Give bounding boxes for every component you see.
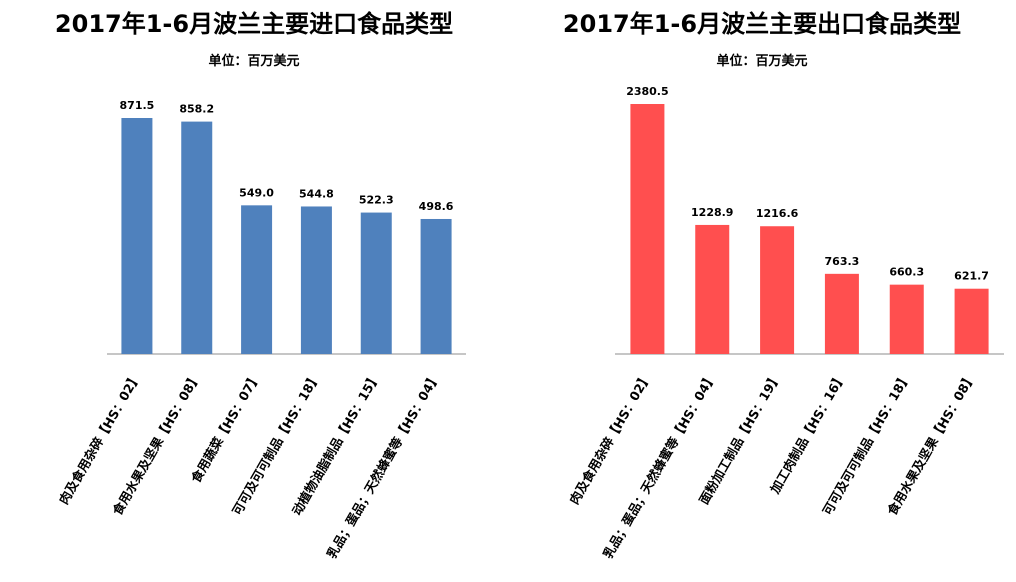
export-bar bbox=[824, 273, 859, 354]
import-bar bbox=[241, 205, 273, 354]
export-bar bbox=[695, 224, 730, 354]
import-chart-unit: 单位：百万美元 bbox=[208, 54, 300, 69]
import-bar bbox=[121, 118, 153, 354]
export-value-label: 2380.5 bbox=[626, 85, 668, 98]
import-value-label: 871.5 bbox=[120, 99, 155, 112]
import-bar bbox=[420, 218, 452, 354]
import-value-label: 544.8 bbox=[299, 187, 334, 200]
export-value-label: 1216.6 bbox=[756, 207, 799, 220]
import-value-label: 858.2 bbox=[179, 103, 214, 116]
export-category-label: 加工肉制品【HS：16】 bbox=[767, 370, 849, 497]
import-value-label: 549.0 bbox=[239, 186, 274, 199]
export-chart-panel: 2017年1-6月波兰主要出口食品类型 单位：百万美元 2380.5 肉及食用杂碎… bbox=[508, 0, 1016, 582]
import-chart-panel: 2017年1-6月波兰主要进口食品类型 单位：百万美元 871.5 肉及食用杂碎【… bbox=[54, 10, 466, 561]
import-bar bbox=[181, 121, 213, 354]
export-value-label: 763.3 bbox=[825, 255, 860, 268]
import-category-label: 乳品；蛋品；天然蜂蜜等【HS：04】 bbox=[324, 370, 443, 561]
export-chart-title: 2017年1-6月波兰主要出口食品类型 bbox=[562, 10, 962, 38]
import-bar-chart: 871.5肉及食用杂碎【HS：02】858.2食用水果及坚果【HS：08】549… bbox=[56, 99, 466, 561]
export-bar bbox=[630, 104, 665, 354]
export-value-label: 621.7 bbox=[954, 270, 989, 283]
import-bar bbox=[360, 212, 392, 354]
export-category-label: 乳品；蛋品；天然蜂蜜等【HS：04】 bbox=[600, 370, 719, 561]
export-value-label: 1228.9 bbox=[691, 206, 733, 219]
export-bar-chart: 2380.5肉及食用杂碎【HS：02】1228.9乳品；蛋品；天然蜂蜜等【HS：… bbox=[566, 85, 1004, 561]
export-chart-unit: 单位：百万美元 bbox=[716, 54, 808, 69]
export-bar bbox=[889, 284, 924, 354]
import-bar bbox=[300, 206, 332, 354]
import-value-label: 522.3 bbox=[359, 194, 394, 207]
export-bar bbox=[954, 288, 989, 354]
export-bar bbox=[760, 226, 795, 354]
import-chart-title: 2017年1-6月波兰主要进口食品类型 bbox=[54, 10, 454, 38]
export-value-label: 660.3 bbox=[889, 266, 924, 279]
import-value-label: 498.6 bbox=[419, 200, 454, 213]
import-category-label: 食用蔬菜【HS：07】 bbox=[188, 370, 264, 486]
